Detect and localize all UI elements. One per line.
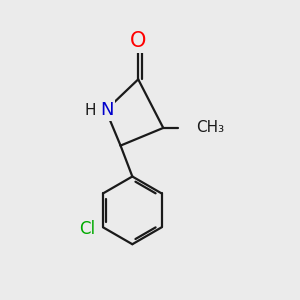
Text: Cl: Cl	[80, 220, 96, 238]
Text: N: N	[100, 101, 114, 119]
Text: CH₃: CH₃	[196, 120, 224, 135]
Text: O: O	[130, 31, 146, 51]
Text: H: H	[85, 103, 96, 118]
